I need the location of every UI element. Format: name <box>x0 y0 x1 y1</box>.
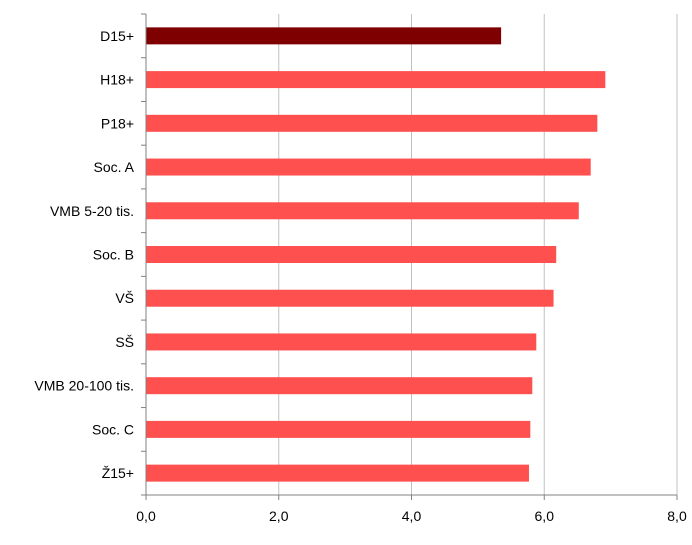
x-tick-label: 4,0 <box>402 508 422 524</box>
bar <box>146 158 591 176</box>
bar <box>146 420 531 438</box>
axes <box>141 13 678 500</box>
bar <box>146 333 537 351</box>
category-label: P18+ <box>101 115 134 131</box>
category-label: VŠ <box>115 290 134 306</box>
bar <box>146 464 529 482</box>
category-label: Soc. B <box>93 247 134 263</box>
x-tick-label: 2,0 <box>269 508 289 524</box>
bar <box>146 114 598 132</box>
bar <box>146 246 557 263</box>
x-tick-label: 6,0 <box>535 508 555 524</box>
category-label: SŠ <box>115 334 134 350</box>
category-label: Soc. C <box>92 421 134 437</box>
x-tick-labels: 0,0 2,0 4,0 6,0 8,0 <box>136 508 687 524</box>
category-label: VMB 20-100 tis. <box>34 378 134 394</box>
bar <box>146 289 554 307</box>
category-label: Ž15+ <box>102 465 134 481</box>
bar <box>146 377 533 395</box>
bar <box>146 202 579 220</box>
x-tick-label: 8,0 <box>667 508 687 524</box>
x-tick-label: 0,0 <box>136 508 156 524</box>
category-label: Soc. A <box>94 159 135 175</box>
bar <box>146 71 606 89</box>
category-label: VMB 5-20 tis. <box>50 203 134 219</box>
category-label: D15+ <box>100 28 134 44</box>
category-labels: D15+ H18+ P18+ Soc. A VMB 5-20 tis. Soc. B VŠ S… <box>34 28 134 481</box>
bars <box>146 27 606 482</box>
bar <box>146 27 502 45</box>
category-label: H18+ <box>100 72 134 88</box>
